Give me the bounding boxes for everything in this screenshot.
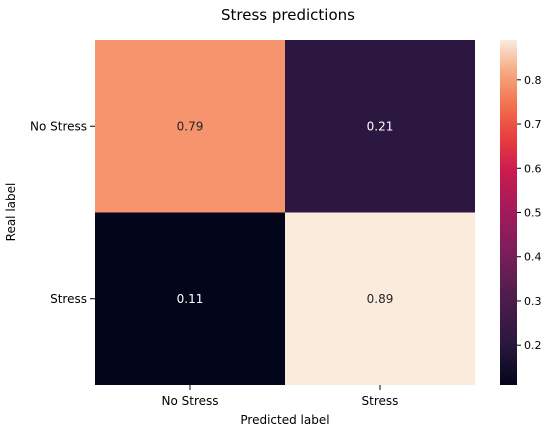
x-axis-ticks: No Stress Stress: [161, 385, 398, 408]
colorbar-tick-label: 0.3: [524, 295, 542, 308]
heatmap-cells: [95, 40, 475, 385]
colorbar-tick-label: 0.4: [524, 251, 542, 264]
x-tick-label: Stress: [362, 394, 399, 408]
colorbar-tick-label: 0.6: [524, 162, 542, 175]
colorbar-tick-label: 0.7: [524, 118, 542, 131]
y-axis-ticks: No Stress Stress: [30, 119, 95, 306]
colorbar-tick-label: 0.2: [524, 339, 542, 352]
heatmap-cell: [95, 40, 285, 213]
colorbar-tick-label: 0.5: [524, 207, 542, 220]
x-axis-label: Predicted label: [240, 413, 329, 427]
colorbar-tick-label: 0.8: [524, 74, 542, 87]
heatmap-cell: [285, 212, 475, 385]
heatmap-cell-labels: 0.79 0.21 0.11 0.89: [177, 119, 394, 306]
colorbar-ticks: 0.2 0.3 0.4 0.5 0.6 0.7 0.8: [517, 74, 542, 352]
colorbar: [500, 40, 517, 385]
y-axis-label: Real label: [4, 183, 18, 242]
chart-title: Stress predictions: [221, 6, 355, 24]
cell-value-label: 0.11: [177, 292, 204, 306]
cell-value-label: 0.79: [177, 119, 204, 133]
heatmap-cell: [95, 212, 285, 385]
y-tick-label: No Stress: [30, 119, 87, 133]
cell-value-label: 0.89: [367, 292, 394, 306]
cell-value-label: 0.21: [367, 119, 394, 133]
heatmap-cell: [285, 40, 475, 213]
x-tick-label: No Stress: [161, 394, 218, 408]
y-tick-label: Stress: [50, 292, 87, 306]
